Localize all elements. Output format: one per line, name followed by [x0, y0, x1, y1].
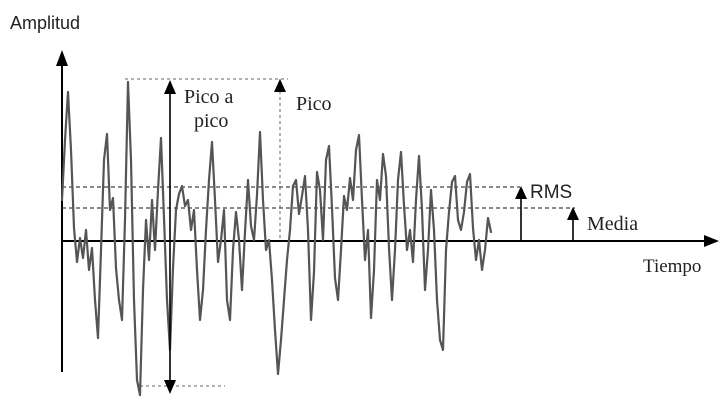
x-axis-label: Tiempo [643, 256, 701, 277]
rms-arrow-up [515, 186, 527, 199]
rms-label: RMS [530, 182, 572, 203]
y-axis-label: Amplitud [10, 13, 80, 33]
y-axis [56, 50, 68, 372]
mean-marker [567, 207, 579, 241]
y-axis-arrowhead [56, 50, 68, 66]
peak-to-peak-label-line2: pico [194, 110, 228, 132]
peak-to-peak-marker [164, 80, 176, 394]
x-axis [62, 235, 719, 247]
x-axis-arrowhead [704, 235, 719, 247]
mean-arrow-up [567, 207, 579, 220]
mean-label: Media [587, 213, 638, 235]
peak-to-peak-arrow-down [164, 380, 176, 394]
signal-waveform [60, 80, 493, 397]
peak-to-peak-label-line1: Pico a [184, 86, 234, 108]
peak-to-peak-arrow-up [164, 80, 176, 94]
rms-marker [515, 186, 527, 241]
peak-arrow-up [274, 79, 286, 92]
peak-label: Pico [296, 93, 332, 115]
peak-marker [274, 79, 286, 92]
